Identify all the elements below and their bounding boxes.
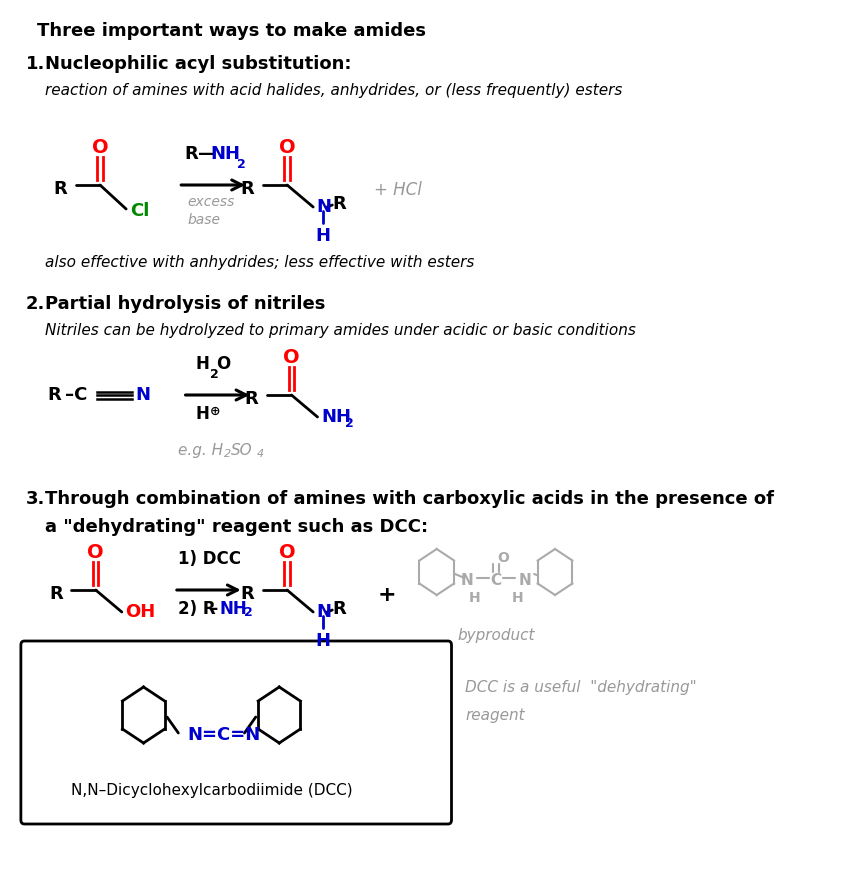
Text: byproduct: byproduct (457, 628, 535, 643)
Text: N: N (317, 603, 332, 621)
Text: 1.: 1. (26, 55, 45, 73)
Text: C: C (490, 572, 502, 587)
Text: NH: NH (219, 600, 247, 618)
Text: H: H (468, 591, 480, 605)
Text: 2: 2 (236, 158, 246, 171)
Text: 2: 2 (224, 449, 231, 459)
Text: R: R (241, 585, 254, 603)
Text: Partial hydrolysis of nitriles: Partial hydrolysis of nitriles (45, 295, 326, 313)
Text: O: O (283, 347, 300, 367)
Text: N: N (518, 572, 531, 587)
Text: ⊕: ⊕ (210, 405, 220, 418)
Text: base: base (187, 213, 220, 227)
Text: 3.: 3. (26, 490, 45, 508)
Text: 2.: 2. (26, 295, 45, 313)
Text: R: R (332, 600, 346, 618)
Text: Nitriles can be hydrolyzed to primary amides under acidic or basic conditions: Nitriles can be hydrolyzed to primary am… (45, 323, 636, 338)
Text: also effective with anhydrides; less effective with esters: also effective with anhydrides; less eff… (45, 255, 474, 270)
Text: a "dehydrating" reagent such as DCC:: a "dehydrating" reagent such as DCC: (45, 518, 428, 536)
Text: H: H (512, 591, 524, 605)
Text: excess: excess (187, 195, 235, 209)
Text: SO: SO (231, 443, 253, 458)
Text: H: H (315, 632, 331, 650)
Text: N: N (136, 386, 150, 404)
Text: R: R (245, 390, 258, 408)
Text: R: R (54, 180, 67, 198)
Text: –: – (209, 600, 217, 618)
Text: H: H (196, 355, 210, 373)
Text: O: O (279, 137, 296, 157)
Text: O: O (279, 543, 296, 562)
Text: 2: 2 (244, 606, 252, 619)
Text: + HCl: + HCl (374, 181, 422, 199)
Text: DCC is a useful  "dehydrating": DCC is a useful "dehydrating" (466, 680, 697, 695)
Text: O: O (497, 551, 509, 565)
Text: H: H (315, 227, 331, 245)
Text: N: N (317, 198, 332, 216)
Text: O: O (92, 137, 108, 157)
Text: N: N (461, 572, 473, 587)
Text: Through combination of amines with carboxylic acids in the presence of: Through combination of amines with carbo… (45, 490, 774, 508)
Text: O: O (88, 543, 104, 562)
Text: Three important ways to make amides: Three important ways to make amides (37, 22, 426, 40)
Text: e.g. H: e.g. H (178, 443, 224, 458)
Text: N,N–Dicyclohexylcarbodiimide (DCC): N,N–Dicyclohexylcarbodiimide (DCC) (71, 783, 352, 798)
FancyBboxPatch shape (21, 641, 451, 824)
Text: R: R (332, 195, 346, 213)
Text: NH: NH (321, 408, 351, 426)
Text: 2: 2 (345, 417, 354, 430)
Text: —: — (198, 145, 217, 163)
Text: 2) R: 2) R (178, 600, 216, 618)
Text: R: R (184, 145, 198, 163)
Text: R: R (48, 386, 61, 404)
Text: NH: NH (211, 145, 241, 163)
Text: Nucleophilic acyl substitution:: Nucleophilic acyl substitution: (45, 55, 352, 73)
Text: 1) DCC: 1) DCC (178, 550, 241, 568)
Text: R: R (49, 585, 63, 603)
Text: N=C=N: N=C=N (187, 726, 260, 744)
Text: R: R (241, 180, 254, 198)
Text: –C: –C (65, 386, 88, 404)
Text: 4: 4 (257, 449, 264, 459)
Text: +: + (377, 585, 396, 605)
Text: reagent: reagent (466, 708, 525, 723)
Text: 2: 2 (210, 368, 218, 381)
Text: O: O (217, 355, 231, 373)
Text: Cl: Cl (131, 202, 150, 220)
Text: reaction of amines with acid halides, anhydrides, or (less frequently) esters: reaction of amines with acid halides, an… (45, 83, 622, 98)
Text: H: H (196, 405, 210, 423)
Text: OH: OH (125, 603, 156, 621)
